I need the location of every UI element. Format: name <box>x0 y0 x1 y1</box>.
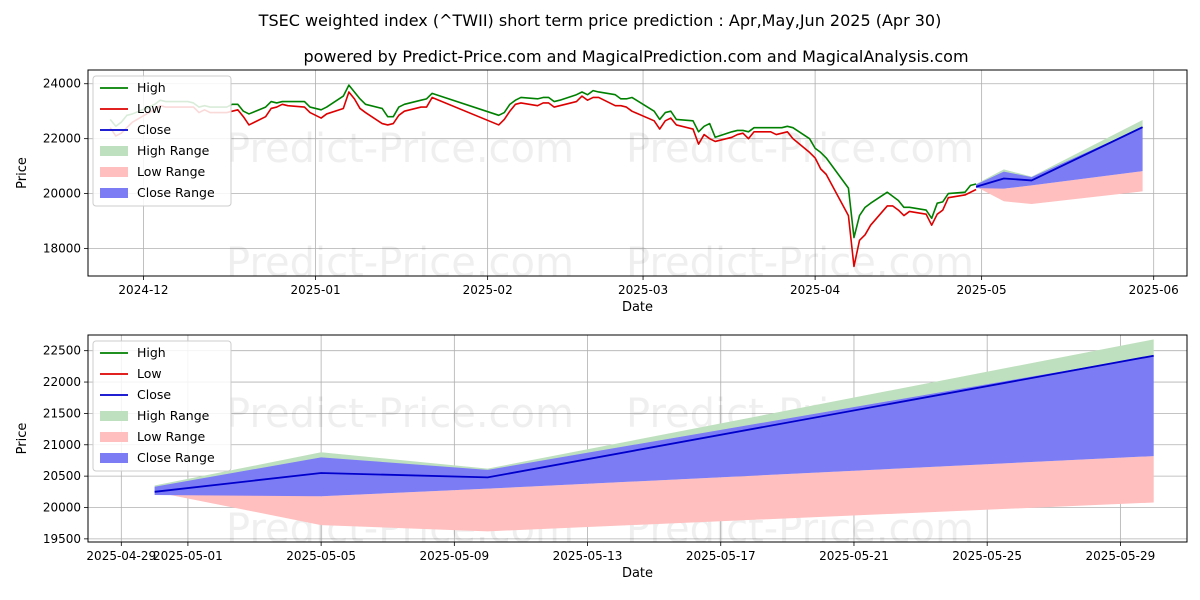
x-tick-label: 2025-02 <box>463 283 513 297</box>
x-tick-label: 2025-06 <box>1129 283 1179 297</box>
watermark-text: Predict-Price.com <box>626 126 974 172</box>
legend-swatch-close-range <box>100 453 128 463</box>
close-range-band <box>976 127 1143 189</box>
legend-swatch-high-range <box>100 411 128 421</box>
legend-swatch-high-range <box>100 146 128 156</box>
low-series-line <box>109 91 977 268</box>
close-series-line <box>154 354 1154 493</box>
y-tick-label: 19500 <box>43 532 81 546</box>
x-axis-label: Date <box>622 566 653 581</box>
watermark-text: Predict-Price.com <box>226 391 574 437</box>
legend-label-low: Low <box>137 101 162 116</box>
high-series-line <box>109 84 977 239</box>
plot-area <box>109 84 1143 268</box>
axes-frame <box>87 334 1188 543</box>
x-tick-label: 2024-12 <box>118 283 168 297</box>
y-tick-label: 24000 <box>43 77 81 91</box>
y-tick-label: 20500 <box>43 469 81 483</box>
legend-label-high-range: High Range <box>137 408 210 423</box>
axes-frame <box>87 69 1188 277</box>
watermark-text: Predict-Price.com <box>226 240 574 286</box>
y-tick-label: 20000 <box>43 187 81 201</box>
legend-label-high: High <box>137 345 166 360</box>
x-tick-label: 2025-05-21 <box>819 549 889 563</box>
watermarks: Predict-Price.com Predict-Price.com Predic… <box>226 126 974 286</box>
x-tick-label: 2025-05-05 <box>286 549 356 563</box>
plot-area <box>154 339 1154 532</box>
legend-label-low-range: Low Range <box>137 164 206 179</box>
legend-label-high-range: High Range <box>137 143 210 158</box>
x-tick-label: 2025-04-29 <box>86 549 156 563</box>
legend-label-high: High <box>137 80 166 95</box>
x-tick-label: 2025-04 <box>790 283 840 297</box>
y-tick-label: 22500 <box>43 344 81 358</box>
legend-label-close-range: Close Range <box>137 185 215 200</box>
top-chart-panel: Predict-Price.com Predict-Price.com Predic… <box>15 69 1188 315</box>
chart-title: TSEC weighted index (^TWII) short term p… <box>258 11 942 30</box>
legend-label-close-range: Close Range <box>137 450 215 465</box>
legend-label-low-range: Low Range <box>137 429 206 444</box>
x-tick-label: 2025-01 <box>291 283 341 297</box>
x-axis-label: Date <box>622 300 653 315</box>
y-tick-label: 22000 <box>43 375 81 389</box>
y-axis-label: Price <box>15 157 30 189</box>
y-tick-label: 21500 <box>43 406 81 420</box>
y-axis-label: Price <box>15 423 30 455</box>
legend-label-close: Close <box>137 387 171 402</box>
x-tick-label: 2025-05-09 <box>419 549 489 563</box>
low-range-band <box>976 171 1143 205</box>
y-tick-label: 20000 <box>43 501 81 515</box>
chart-subtitle: powered by Predict-Price.com and Magical… <box>303 47 968 66</box>
legend-label-close: Close <box>137 122 171 137</box>
y-tick-label: 18000 <box>43 242 81 256</box>
legend-swatch-low-range <box>100 432 128 442</box>
y-tick-label: 21000 <box>43 438 81 452</box>
x-tick-label: 2025-05-25 <box>952 549 1022 563</box>
close-series-line <box>975 126 1143 188</box>
legend-label-low: Low <box>137 366 162 381</box>
legend: High Low Close High Range Low Range Close Ran… <box>92 340 232 472</box>
x-tick-label: 2025-03 <box>618 283 668 297</box>
watermark-text: Predict-Price.com <box>226 126 574 172</box>
x-tick-label: 2025-05-13 <box>553 549 623 563</box>
x-tick-label: 2025-05-01 <box>153 549 223 563</box>
x-tick-label: 2025-05-17 <box>686 549 756 563</box>
legend-swatch-close-range <box>100 188 128 198</box>
x-tick-label: 2025-05 <box>957 283 1007 297</box>
legend: High Low Close High Range Low Range Close Ran… <box>92 75 232 207</box>
x-tick-label: 2025-05-29 <box>1086 549 1156 563</box>
close-range-band <box>154 355 1154 497</box>
y-tick-label: 22000 <box>43 132 81 146</box>
watermark-text: Predict-Price.com <box>626 240 974 286</box>
legend-swatch-low-range <box>100 167 128 177</box>
low-range-band <box>154 456 1154 532</box>
